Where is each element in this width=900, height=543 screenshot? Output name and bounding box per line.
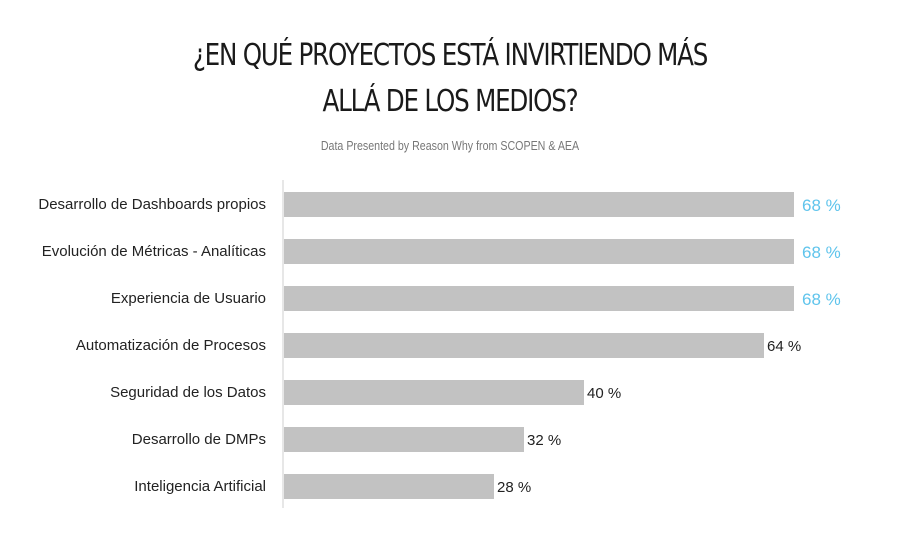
- bar: [284, 333, 764, 358]
- category-label: Desarrollo de Dashboards propios: [38, 196, 266, 213]
- chart-title-line-2: ALLÁ DE LOS MEDIOS?: [322, 84, 578, 119]
- category-label: Experiencia de Usuario: [111, 290, 266, 307]
- bar: [284, 474, 494, 499]
- bar: [284, 239, 794, 264]
- value-label: 64 %: [767, 338, 801, 355]
- bar: [284, 427, 524, 452]
- value-label: 28 %: [497, 479, 531, 496]
- value-label: 68 %: [802, 243, 841, 262]
- bar: [284, 192, 794, 217]
- bar: [284, 380, 584, 405]
- chart-title-line-1: ¿EN QUÉ PROYECTOS ESTÁ INVIRTIENDO MÁS: [192, 38, 709, 73]
- chart-subtitle: Data Presented by Reason Why from SCOPEN…: [320, 138, 580, 153]
- value-label: 68 %: [802, 290, 841, 309]
- category-label: Automatización de Procesos: [76, 337, 266, 354]
- value-label: 32 %: [527, 432, 561, 449]
- category-label: Inteligencia Artificial: [134, 478, 266, 495]
- category-label: Evolución de Métricas - Analíticas: [42, 243, 266, 260]
- value-label: 68 %: [802, 196, 841, 215]
- category-label: Seguridad de los Datos: [110, 384, 266, 401]
- value-label: 40 %: [587, 385, 621, 402]
- bar: [284, 286, 794, 311]
- category-label: Desarrollo de DMPs: [132, 431, 266, 448]
